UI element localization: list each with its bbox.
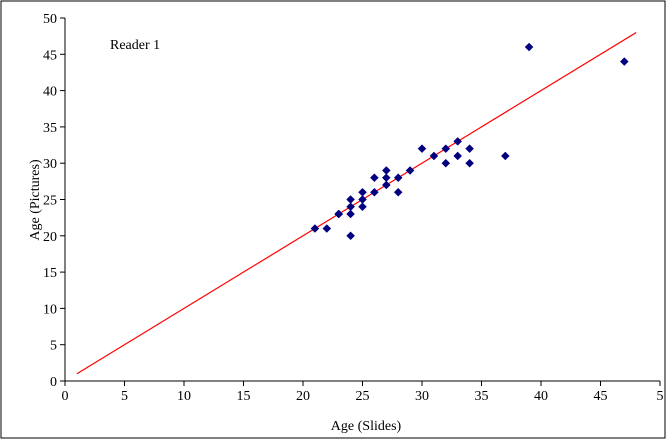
x-tick-label: 40 <box>534 389 548 404</box>
y-axis-label: Age (Pictures) <box>28 159 43 241</box>
y-tick-label: 5 <box>50 339 57 354</box>
y-tick-label: 50 <box>43 12 57 27</box>
data-point <box>370 173 379 183</box>
x-tick-label: 5 <box>121 389 128 404</box>
data-point <box>441 144 451 154</box>
x-tick-label: 0 <box>62 389 69 404</box>
data-point <box>346 231 355 241</box>
data-point <box>393 173 403 183</box>
data-point <box>346 209 355 219</box>
data-point <box>465 144 474 154</box>
annotation-label: Reader 1 <box>110 38 160 53</box>
data-point <box>405 166 415 175</box>
data-point <box>358 195 367 204</box>
data-point <box>334 209 344 219</box>
y-tick-label: 40 <box>43 85 57 100</box>
data-point <box>500 151 510 161</box>
y-axis-ticks: 0 5 10 15 20 25 30 35 40 45 50 <box>43 12 65 390</box>
data-point <box>346 195 355 204</box>
fit-line <box>76 32 637 375</box>
data-point <box>370 187 379 197</box>
x-tick-label: 45 <box>594 389 608 404</box>
data-point <box>429 151 439 161</box>
data-point <box>453 137 463 146</box>
data-point <box>381 180 391 190</box>
data-point <box>524 42 534 52</box>
y-tick-label: 25 <box>43 194 57 209</box>
y-tick-label: 10 <box>43 302 57 317</box>
y-tick-label: 20 <box>43 230 57 245</box>
x-tick-label: 20 <box>296 389 310 404</box>
x-tick-label: 5 <box>657 389 664 404</box>
data-point <box>346 202 355 212</box>
y-tick-label: 45 <box>43 48 57 63</box>
y-tick-label: 15 <box>43 266 57 281</box>
data-point <box>322 224 332 233</box>
y-tick-label: 35 <box>43 121 57 136</box>
data-point <box>417 144 427 154</box>
x-axis-label: Age (Slides) <box>331 419 402 434</box>
x-tick-label: 15 <box>237 389 251 404</box>
x-tick-label: 10 <box>177 389 191 404</box>
data-point <box>381 173 391 183</box>
series-layer <box>76 32 637 375</box>
data-point <box>465 158 474 168</box>
data-point <box>310 224 320 233</box>
data-point <box>358 202 367 212</box>
x-tick-label: 30 <box>415 389 429 404</box>
data-point <box>619 57 629 66</box>
y-tick-label: 0 <box>50 375 57 390</box>
data-point <box>441 158 451 168</box>
data-point <box>453 151 463 161</box>
x-axis-ticks: 0 5 10 15 20 25 30 35 40 45 5 <box>62 381 664 404</box>
data-point <box>381 166 391 175</box>
x-tick-label: 35 <box>475 389 489 404</box>
y-tick-label: 30 <box>43 157 57 172</box>
x-tick-label: 25 <box>356 389 370 404</box>
data-point <box>358 187 367 197</box>
data-point <box>393 187 403 197</box>
